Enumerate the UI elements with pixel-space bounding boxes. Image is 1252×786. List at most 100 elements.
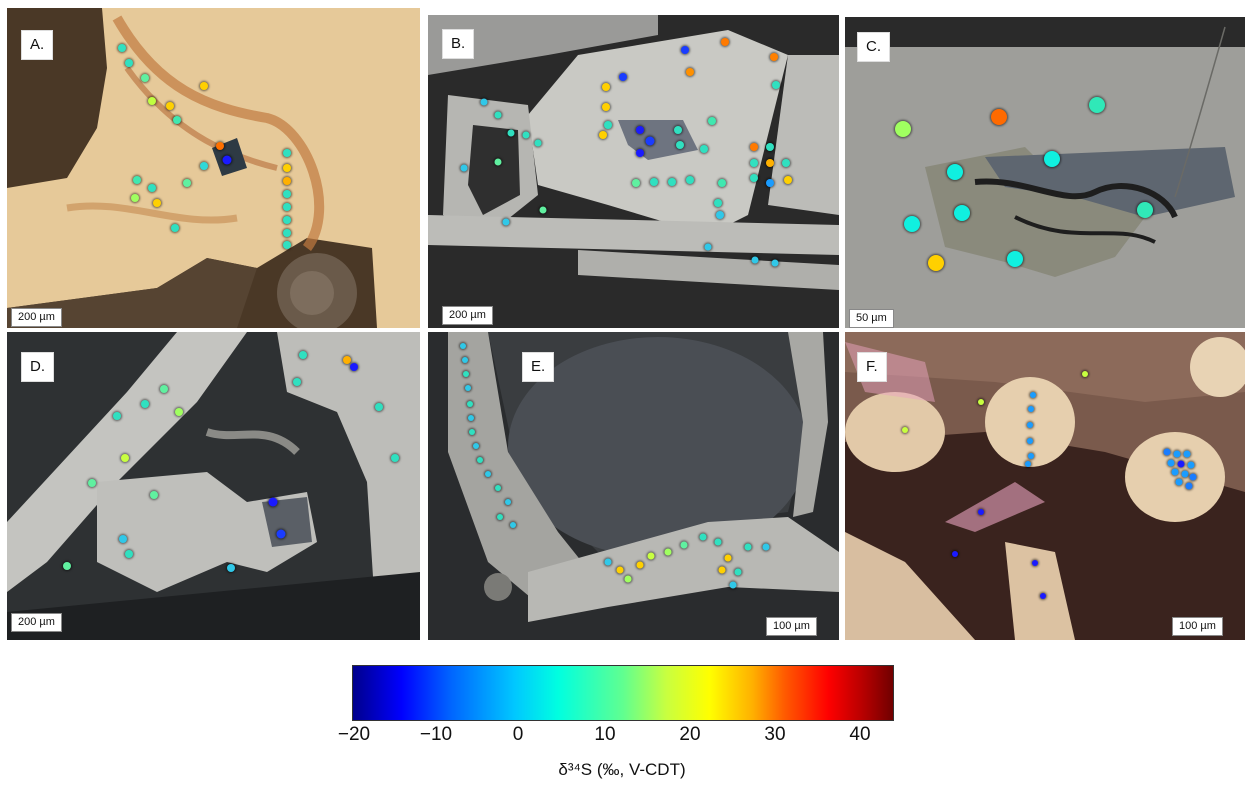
panel-c: C. 50 µm (845, 17, 1245, 328)
analysis-spot (624, 575, 632, 583)
analysis-spot (502, 218, 510, 226)
analysis-spot (978, 509, 984, 515)
analysis-spot (952, 551, 958, 557)
analysis-spot (510, 522, 516, 528)
analysis-spot (391, 454, 399, 462)
analysis-spot (947, 164, 963, 180)
analysis-spot (1027, 422, 1033, 428)
analysis-spot (222, 155, 232, 165)
analysis-spot (485, 471, 491, 477)
analysis-spot (680, 541, 688, 549)
analysis-spot (494, 111, 502, 119)
analysis-spot (216, 142, 224, 150)
analysis-spot (904, 216, 920, 232)
analysis-spot (375, 403, 383, 411)
analysis-spot (766, 143, 774, 151)
analysis-spot (716, 211, 724, 219)
analysis-spot (283, 229, 291, 237)
analysis-spot (283, 241, 291, 249)
analysis-spot (954, 205, 970, 221)
analysis-spot (734, 568, 742, 576)
analysis-spot (153, 199, 161, 207)
analysis-spot (468, 415, 474, 421)
analysis-spot (469, 429, 475, 435)
analysis-spot (1040, 593, 1046, 599)
panel-b-micrograph (428, 15, 839, 328)
analysis-spot (88, 479, 96, 487)
analysis-spot (141, 74, 149, 82)
analysis-spot (724, 554, 732, 562)
analysis-spot (141, 400, 149, 408)
analysis-spot (522, 131, 530, 139)
scale-bar: 100 µm (1172, 617, 1223, 636)
panel-label: D. (21, 352, 54, 382)
analysis-spot (1028, 406, 1034, 412)
analysis-spot (664, 548, 672, 556)
analysis-spot (1189, 473, 1197, 481)
analysis-spot (602, 103, 610, 111)
analysis-spot (166, 102, 174, 110)
panel-label: F. (857, 352, 887, 382)
analysis-spot (148, 184, 156, 192)
analysis-spot (350, 363, 358, 371)
analysis-spot (171, 224, 179, 232)
analysis-spot (465, 385, 471, 391)
analysis-spot (131, 194, 139, 202)
analysis-spot (1185, 482, 1193, 490)
analysis-spot (729, 581, 737, 589)
analysis-spot (708, 117, 716, 125)
analysis-spot (293, 378, 301, 386)
analysis-spot (494, 158, 502, 166)
analysis-spot (1044, 151, 1060, 167)
analysis-spot (343, 356, 351, 364)
panel-b: B. 200 µm (428, 15, 839, 328)
analysis-spot (619, 73, 627, 81)
analysis-spot (283, 216, 291, 224)
analysis-spot (283, 190, 291, 198)
panel-e: E. 100 µm (428, 332, 839, 640)
analysis-spot (283, 164, 291, 172)
analysis-spot (1171, 468, 1179, 476)
panel-label: E. (522, 352, 555, 382)
analysis-spot (718, 566, 726, 574)
analysis-spot (602, 83, 610, 91)
analysis-spot (700, 145, 708, 153)
panel-f: F. 100 µm (845, 332, 1245, 640)
scale-bar: 100 µm (766, 617, 817, 636)
analysis-spot (133, 176, 141, 184)
colorbar-tick: 0 (512, 724, 524, 745)
analysis-spot (721, 38, 729, 46)
analysis-spot (507, 129, 515, 137)
analysis-spot (534, 139, 542, 147)
analysis-spot (299, 351, 307, 359)
analysis-spot (1177, 460, 1185, 468)
analysis-spot (148, 97, 156, 105)
analysis-spot (125, 59, 133, 67)
scale-bar: 200 µm (11, 613, 62, 632)
analysis-spot (744, 543, 752, 551)
analysis-spot (1137, 202, 1153, 218)
analysis-spot (750, 174, 758, 182)
colorbar-tick: 20 (679, 724, 701, 745)
analysis-spot (699, 533, 707, 541)
analysis-spot (463, 371, 469, 377)
colorbar-tick: −20 (337, 724, 371, 745)
scale-bar: 50 µm (849, 309, 894, 328)
analysis-spot (674, 126, 682, 134)
analysis-spot (497, 514, 503, 520)
analysis-spot (647, 552, 655, 560)
panel-d: D. 200 µm (7, 332, 420, 640)
analysis-spot (676, 141, 684, 149)
analysis-spot (1175, 478, 1183, 486)
analysis-spot (714, 538, 722, 546)
analysis-spot (718, 179, 726, 187)
panel-e-micrograph (428, 332, 839, 640)
analysis-spot (1025, 461, 1031, 467)
analysis-spot (200, 82, 208, 90)
analysis-spot (1032, 560, 1038, 566)
scale-bar: 200 µm (11, 308, 62, 327)
analysis-spot (604, 121, 612, 129)
analysis-spot (276, 529, 286, 539)
colorbar-tick: −10 (419, 724, 453, 745)
panel-label: A. (21, 30, 54, 60)
